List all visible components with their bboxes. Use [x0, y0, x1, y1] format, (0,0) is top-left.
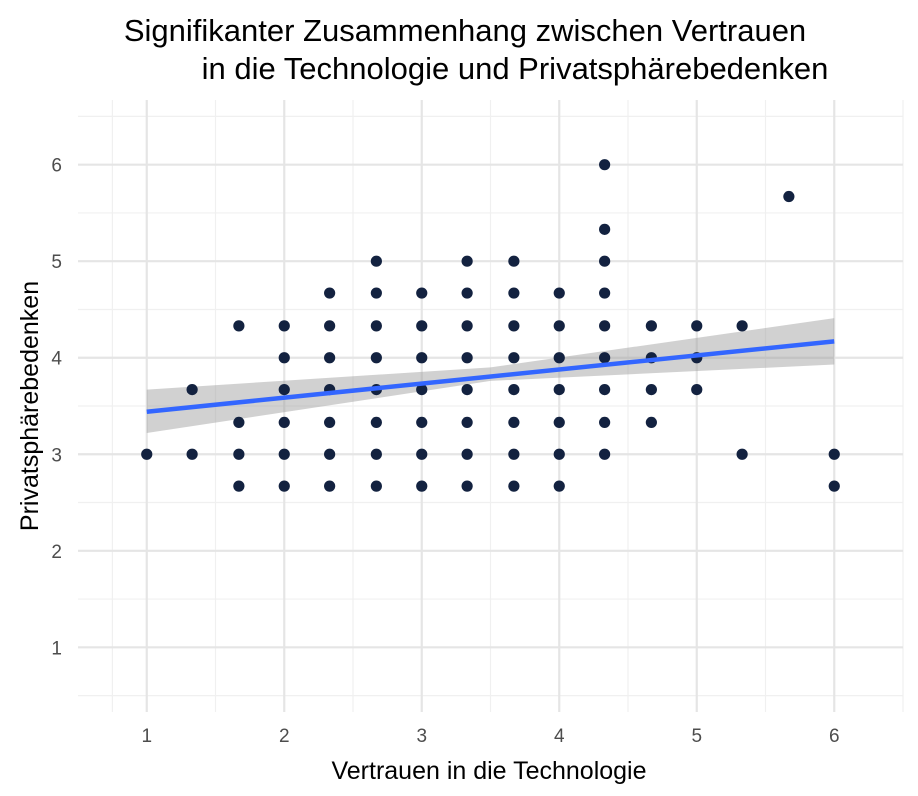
data-point — [783, 190, 795, 203]
data-point — [599, 223, 611, 235]
data-points — [141, 159, 840, 492]
data-point — [186, 383, 198, 396]
data-point — [508, 287, 520, 299]
data-point — [691, 383, 703, 396]
y-tick-labels: 1 2 3 4 5 6 — [51, 156, 62, 660]
data-point — [645, 320, 657, 332]
data-point — [141, 448, 153, 460]
chart-title-line-1: Signifikanter Zusammenhang zwischen Vert… — [124, 13, 806, 48]
data-point — [461, 448, 473, 460]
data-point — [553, 287, 565, 299]
data-point — [416, 352, 428, 364]
data-point — [599, 383, 611, 396]
x-tick-labels: 1 2 3 4 5 6 — [141, 726, 839, 747]
data-point — [370, 416, 382, 429]
data-point — [599, 416, 611, 429]
data-point — [416, 383, 428, 396]
data-point — [508, 448, 520, 460]
grid — [78, 100, 904, 712]
data-point — [508, 480, 520, 492]
x-axis-title: Vertrauen in die Technologie — [331, 757, 646, 785]
data-point — [828, 480, 840, 492]
regression-line — [146, 339, 835, 415]
data-point — [370, 320, 382, 332]
data-point — [553, 352, 565, 364]
data-point — [278, 320, 290, 332]
y-tick-label: 6 — [51, 156, 62, 177]
data-point — [278, 448, 290, 460]
data-point — [599, 352, 611, 364]
data-point — [553, 416, 565, 429]
data-point — [324, 352, 336, 364]
data-point — [324, 480, 336, 492]
data-point — [370, 480, 382, 492]
data-point — [599, 159, 611, 171]
x-tick-label: 5 — [691, 726, 702, 747]
y-axis-title: Privatsphärebedenken — [16, 281, 44, 531]
data-point — [416, 448, 428, 460]
data-point — [461, 320, 473, 332]
data-point — [186, 448, 198, 460]
data-point — [370, 352, 382, 364]
data-point — [461, 352, 473, 364]
y-tick-label: 2 — [51, 542, 62, 563]
data-point — [645, 383, 657, 396]
data-point — [461, 480, 473, 492]
data-point — [416, 320, 428, 332]
data-point — [508, 255, 520, 267]
data-point — [278, 383, 290, 396]
data-point — [233, 416, 245, 429]
y-tick-label: 4 — [51, 349, 62, 370]
data-point — [370, 448, 382, 460]
data-point — [416, 416, 428, 429]
data-point — [324, 320, 336, 332]
x-tick-label: 2 — [279, 726, 290, 747]
data-point — [233, 480, 245, 492]
data-point — [233, 448, 245, 460]
data-point — [599, 287, 611, 299]
data-point — [461, 416, 473, 429]
data-point — [233, 320, 245, 332]
data-point — [691, 320, 703, 332]
data-point — [508, 383, 520, 396]
data-point — [599, 448, 611, 460]
data-point — [278, 352, 290, 364]
y-tick-label: 1 — [51, 638, 62, 659]
data-point — [416, 287, 428, 299]
data-point — [553, 320, 565, 332]
data-point — [508, 352, 520, 364]
data-point — [599, 255, 611, 267]
data-point — [508, 416, 520, 429]
y-tick-label: 3 — [51, 445, 62, 466]
data-point — [553, 383, 565, 396]
data-point — [324, 416, 336, 429]
x-tick-label: 6 — [829, 726, 840, 747]
data-point — [461, 287, 473, 299]
x-tick-label: 1 — [141, 726, 152, 747]
data-point — [324, 448, 336, 460]
data-point — [278, 480, 290, 492]
data-point — [828, 448, 840, 460]
x-tick-label: 4 — [554, 726, 565, 747]
data-point — [553, 480, 565, 492]
data-point — [736, 320, 748, 332]
data-point — [278, 416, 290, 429]
data-point — [416, 480, 428, 492]
data-point — [370, 255, 382, 267]
x-tick-label: 3 — [416, 726, 427, 747]
data-point — [324, 287, 336, 299]
data-point — [553, 448, 565, 460]
data-point — [645, 416, 657, 429]
chart-title-line-2: in die Technologie und Privatsphärebeden… — [202, 51, 829, 86]
data-point — [736, 448, 748, 460]
data-point — [461, 383, 473, 396]
data-point — [370, 287, 382, 299]
data-point — [461, 255, 473, 267]
y-tick-label: 5 — [51, 252, 62, 273]
data-point — [508, 320, 520, 332]
data-point — [599, 320, 611, 332]
